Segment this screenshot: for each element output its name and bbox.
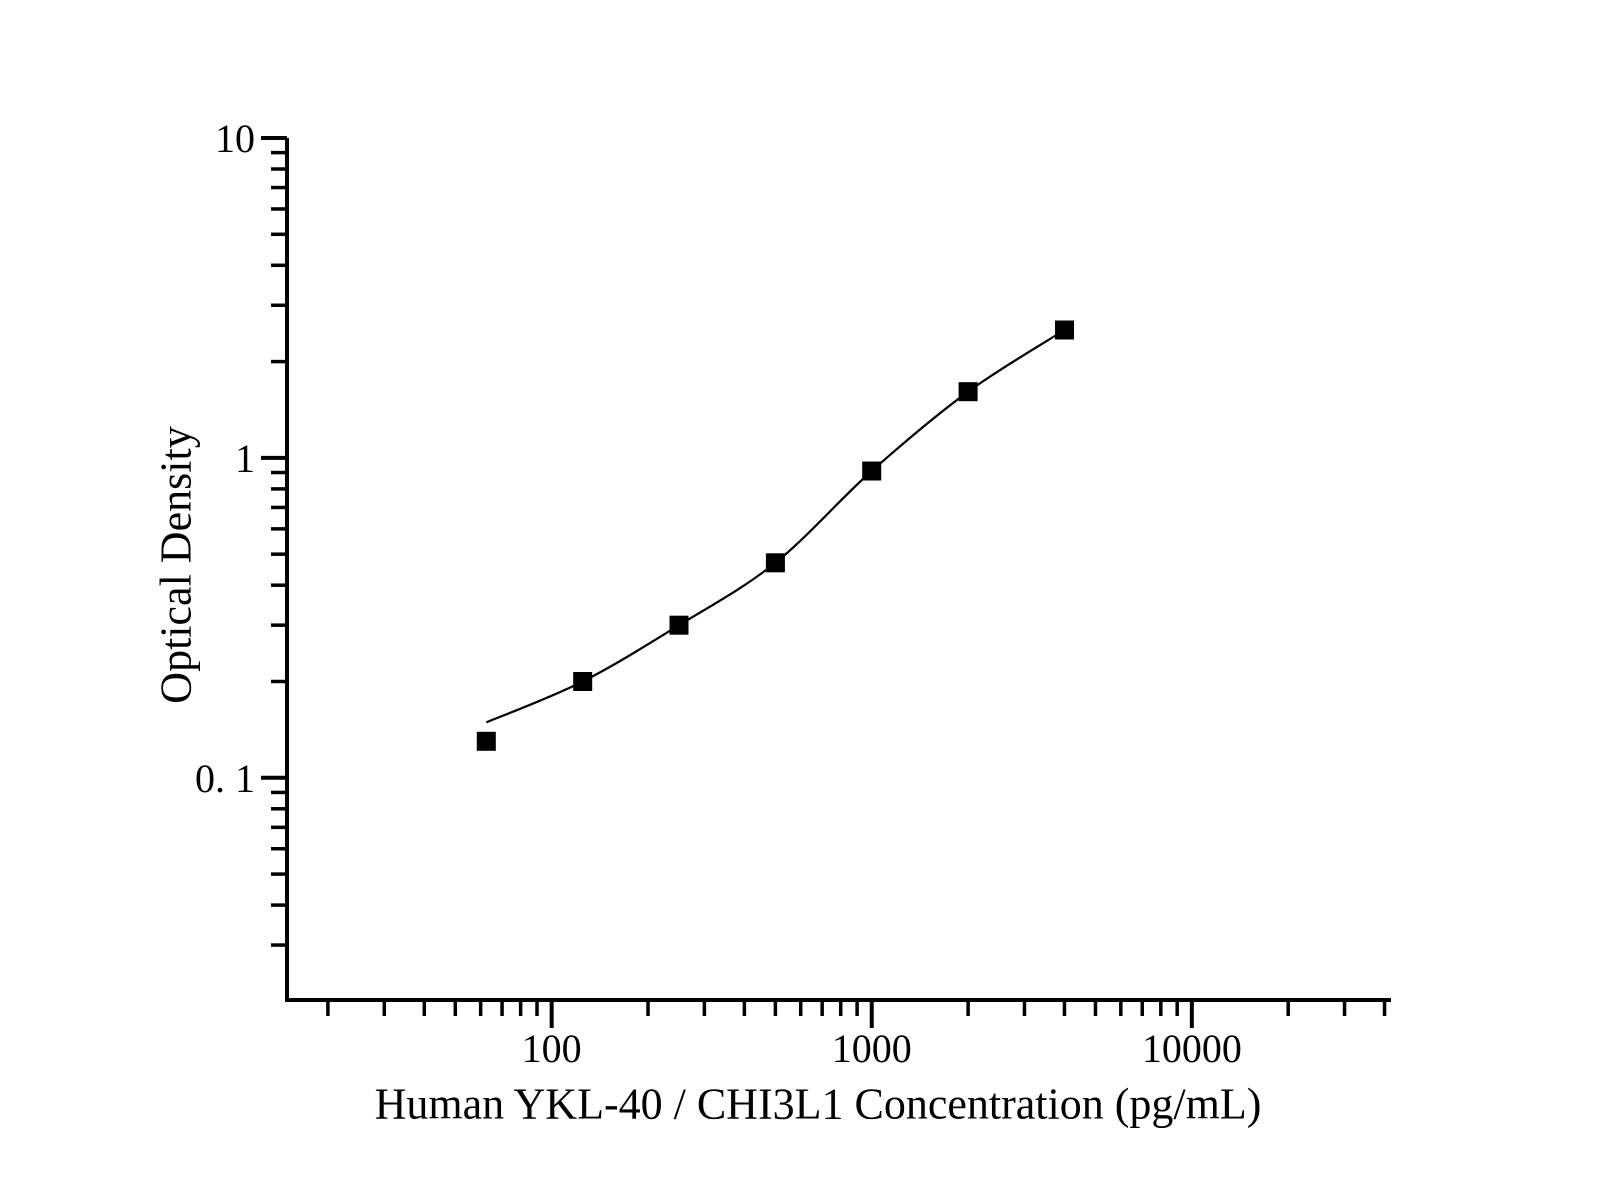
x-tick-label: 100 <box>522 1026 582 1071</box>
y-tick-label: 0. 1 <box>195 756 255 801</box>
x-axis-minor-ticks <box>326 1000 1387 1016</box>
x-tick-label: 1000 <box>832 1026 912 1071</box>
x-axis-major-ticks <box>549 1000 1194 1028</box>
data-point-markers <box>476 320 1074 751</box>
y-axis-minor-ticks <box>271 150 287 947</box>
y-tick-label: 10 <box>215 116 255 161</box>
data-point-marker <box>476 731 496 751</box>
y-tick-label: 1 <box>235 436 255 481</box>
x-axis-title: Human YKL-40 / CHI3L1 Concentration (pg/… <box>374 1079 1262 1129</box>
y-axis-title: Optical Density <box>151 426 201 704</box>
data-point-marker <box>958 382 978 402</box>
standard-curve-line <box>485 329 1066 724</box>
data-point-marker <box>765 553 785 573</box>
data-point-marker <box>573 672 593 691</box>
y-axis-major-ticks <box>261 136 287 780</box>
axes-frame <box>285 138 1391 1002</box>
x-tick-label: 10000 <box>1142 1026 1242 1071</box>
data-point-marker <box>862 461 882 481</box>
y-axis-tick-labels: 10 1 0. 1 <box>195 116 255 801</box>
x-axis-tick-labels: 100 1000 10000 <box>522 1026 1242 1071</box>
data-point-marker <box>1055 320 1074 340</box>
data-point-marker <box>669 615 689 635</box>
